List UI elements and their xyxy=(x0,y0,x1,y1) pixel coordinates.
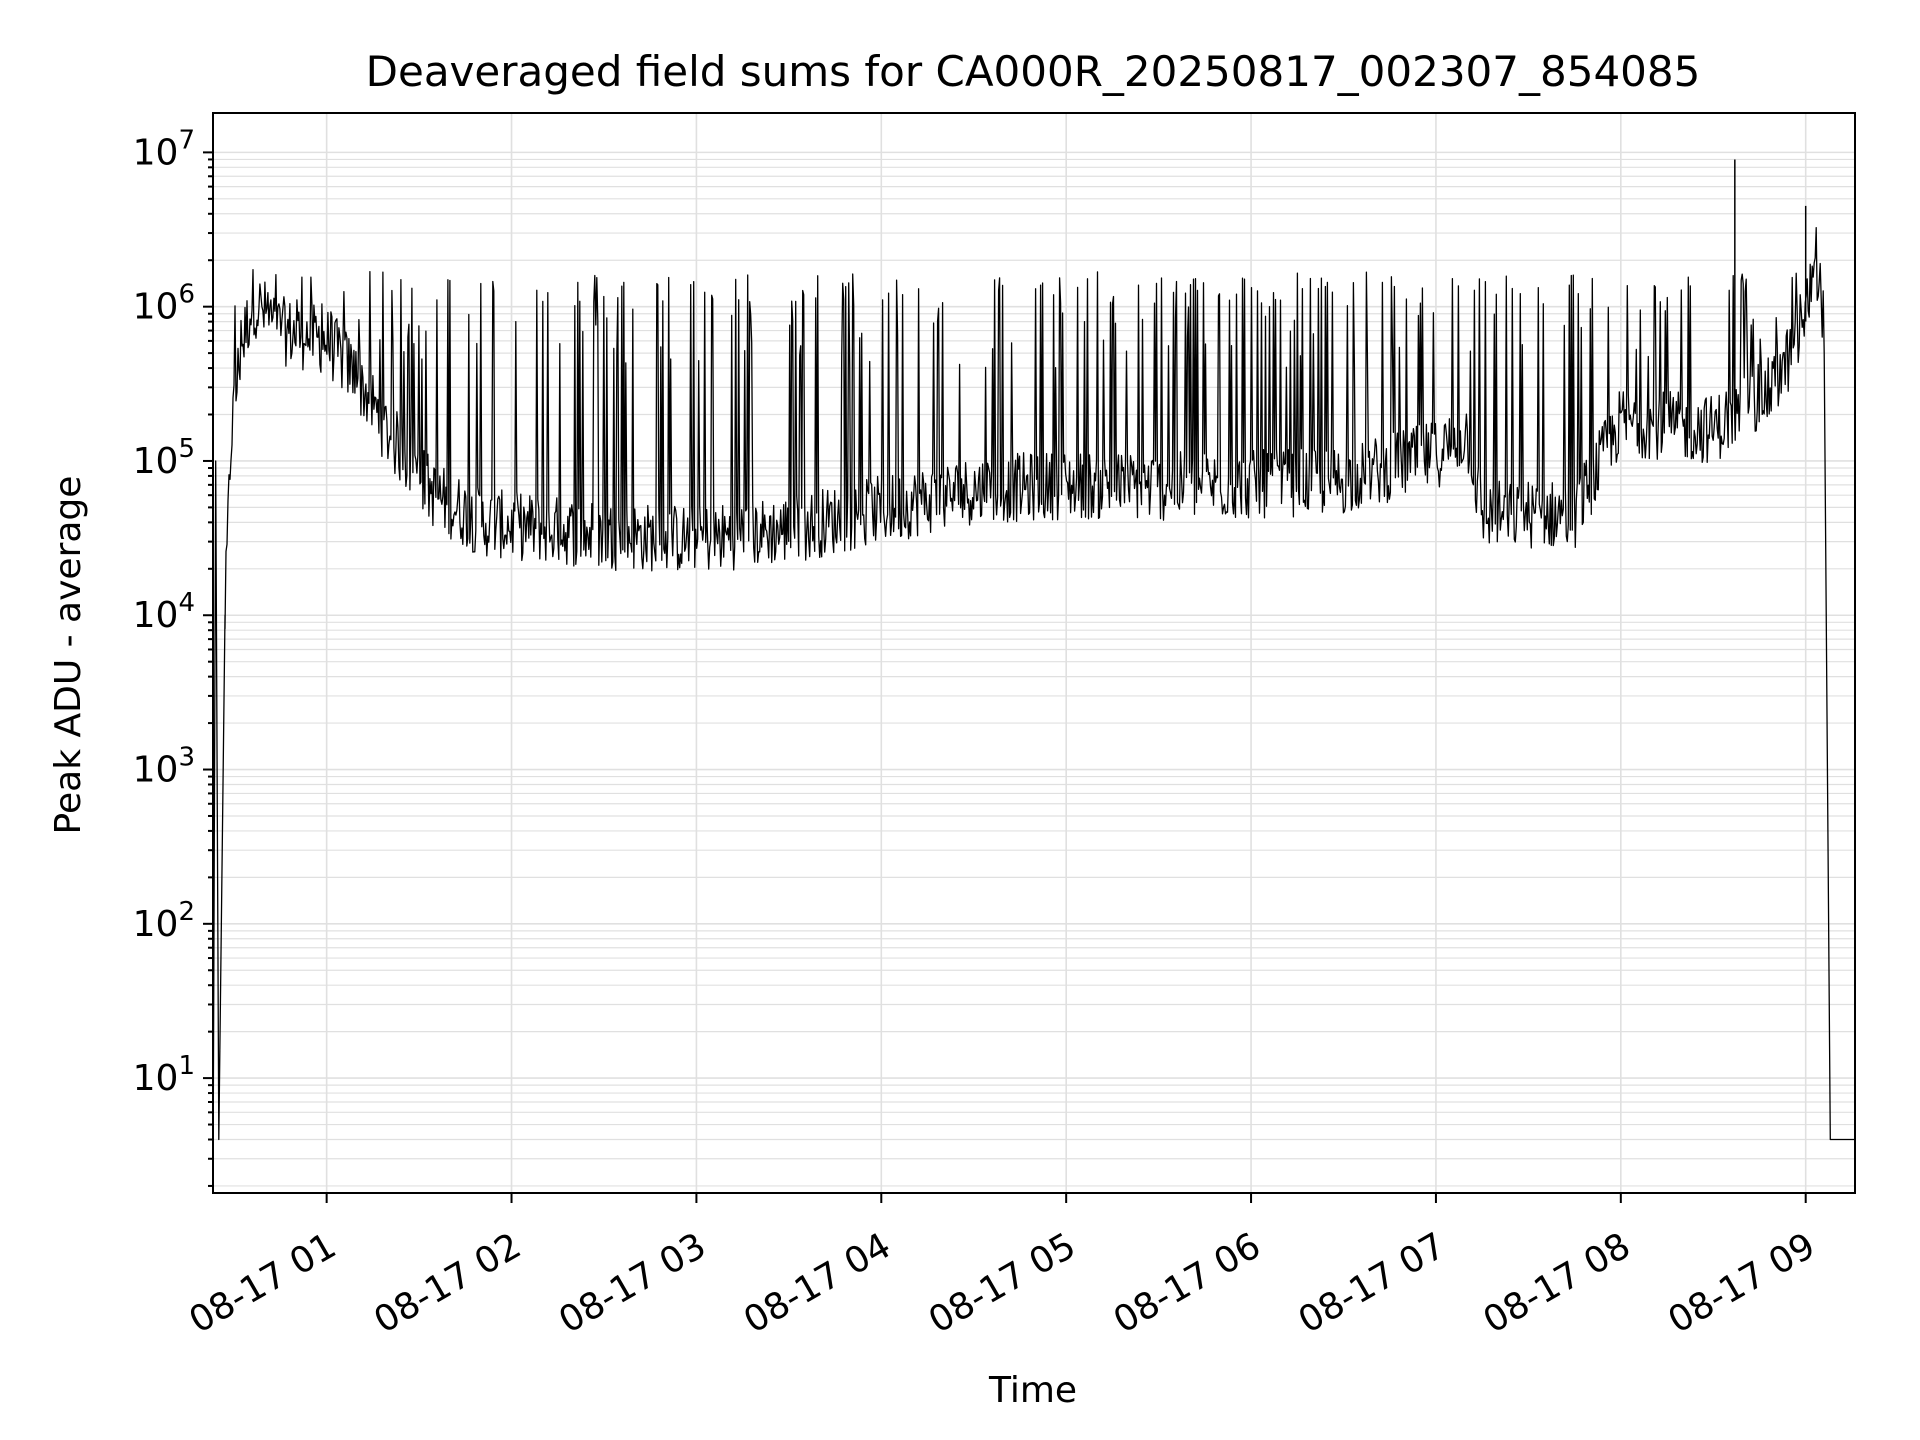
y-tick-label: 105 xyxy=(133,434,195,482)
x-tick-label: 08-17 09 xyxy=(1662,1225,1823,1341)
y-tick-label: 103 xyxy=(133,743,195,791)
y-tick-label: 107 xyxy=(133,125,195,173)
x-tick-label: 08-17 04 xyxy=(737,1225,898,1341)
y-tick-label: 102 xyxy=(133,897,195,945)
grid xyxy=(213,113,1855,1193)
y-tick-label: 104 xyxy=(133,588,195,636)
y-axis-label: Peak ADU - average xyxy=(48,476,89,835)
x-tick-label: 08-17 05 xyxy=(922,1225,1083,1341)
chart-title: Deaveraged field sums for CA000R_2025081… xyxy=(366,47,1701,96)
series-layer xyxy=(212,159,1855,1194)
plot-frame xyxy=(212,112,1856,1194)
x-tick-label: 08-17 07 xyxy=(1292,1225,1453,1341)
x-tick-label: 08-17 02 xyxy=(367,1225,528,1341)
y-tick-label: 101 xyxy=(133,1051,195,1099)
x-tick-label: 08-17 06 xyxy=(1107,1225,1268,1341)
x-tick-label: 08-17 03 xyxy=(552,1225,713,1341)
y-tick-label: 106 xyxy=(133,280,195,328)
x-tick-label: 08-17 08 xyxy=(1477,1225,1638,1341)
x-axis-label: Time xyxy=(988,1370,1077,1411)
y-axis: 101 102 103 104 105 106 107 xyxy=(133,125,213,1187)
x-tick-label: 08-17 01 xyxy=(182,1225,343,1341)
x-axis: 08-17 01 08-17 02 08-17 03 08-17 04 08-17 05… xyxy=(182,1193,1822,1342)
series-line xyxy=(212,227,1855,1194)
